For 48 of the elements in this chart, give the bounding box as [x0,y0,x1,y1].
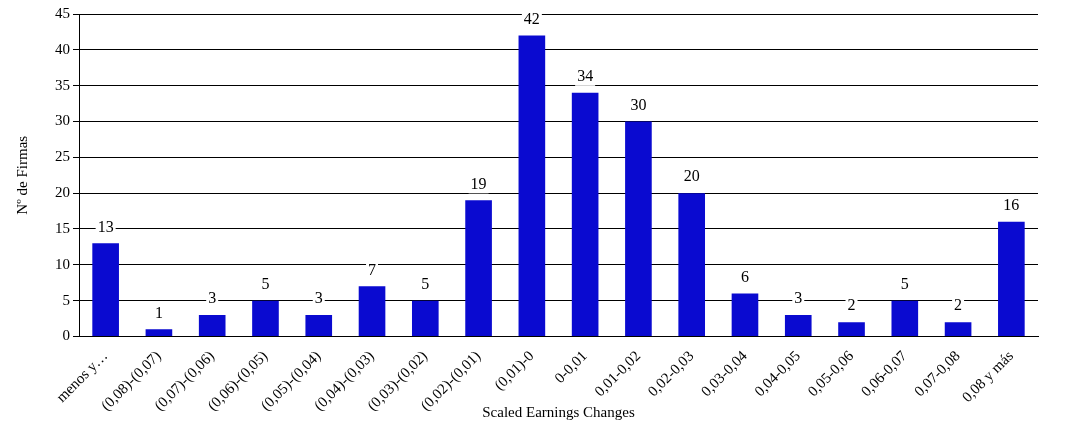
y-tick-label: 0 [62,327,70,344]
y-tick-label: 25 [55,148,70,165]
data-label: 7 [368,260,377,278]
bar [784,314,812,336]
y-tick-label: 40 [55,40,70,57]
data-label: 5 [900,274,909,292]
data-label: 13 [97,217,114,235]
bar [838,322,865,336]
data-label: 19 [470,174,487,192]
data-label: 6 [740,267,749,285]
bar [252,300,279,336]
data-label: 5 [261,274,270,292]
x-axis-title: Scaled Earnings Changes [482,403,635,420]
y-tick-label: 45 [55,4,70,21]
bar [998,221,1025,336]
data-label: 2 [847,296,856,314]
bar [198,314,226,336]
data-label: 34 [577,67,594,85]
bar [678,193,706,336]
data-label: 1 [154,303,163,321]
bar [358,286,386,336]
data-label: 3 [208,289,217,307]
data-label: 3 [314,289,323,307]
bar [411,300,439,336]
data-label: 20 [683,167,700,185]
bar [891,300,919,336]
y-tick-label: 10 [55,255,70,272]
data-label: 42 [523,9,540,27]
data-label: 2 [954,296,963,314]
y-tick-label: 30 [55,112,70,129]
data-label: 3 [794,289,803,307]
y-tick-label: 20 [55,184,70,201]
data-label: 30 [630,95,647,113]
y-axis-title: Nº de Firmas [13,135,30,215]
bar [465,200,492,336]
bar [571,92,599,336]
bar [145,329,173,336]
bar [92,243,119,336]
bar [731,293,759,336]
data-label: 16 [1003,196,1020,214]
bar [518,35,546,336]
bar [944,322,972,336]
bar [625,121,652,336]
bar [305,314,333,336]
y-tick-label: 15 [55,219,70,236]
y-tick-label: 5 [62,291,70,308]
data-label: 5 [421,274,430,292]
y-tick-label: 35 [55,76,70,93]
